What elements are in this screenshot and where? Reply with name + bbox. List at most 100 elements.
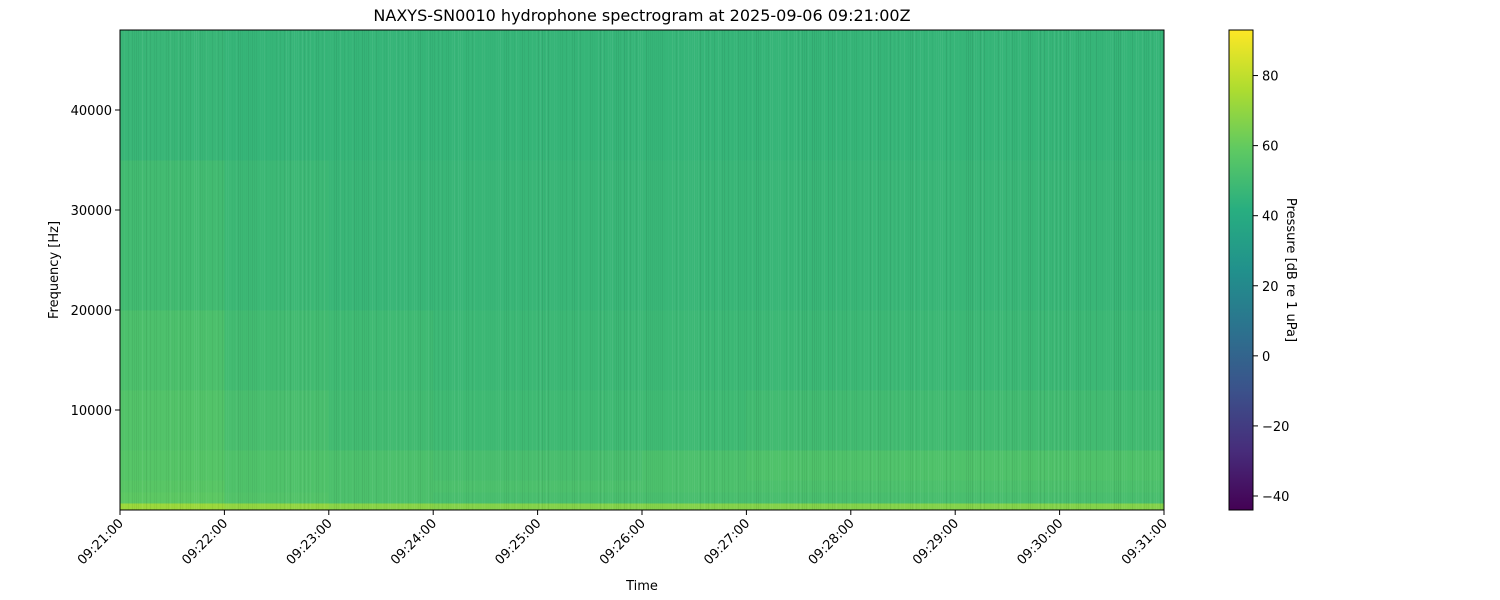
texture-stripe (804, 30, 805, 510)
texture-stripe (418, 30, 419, 510)
heatmap-cell (328, 450, 434, 481)
texture-stripe (1094, 30, 1095, 510)
texture-stripe (1082, 30, 1083, 510)
heatmap-cell (955, 30, 1061, 161)
texture-stripe (936, 30, 937, 510)
texture-stripe (348, 30, 349, 510)
texture-stripe (906, 30, 907, 510)
texture-stripe (162, 30, 163, 510)
texture-stripe (494, 30, 495, 510)
texture-stripe (1112, 30, 1113, 510)
texture-stripe (598, 30, 599, 510)
heatmap-cell (642, 503, 747, 511)
texture-stripe (224, 30, 225, 510)
texture-stripe (1084, 30, 1085, 510)
texture-stripe (1134, 30, 1135, 510)
y-axis-label: Frequency [Hz] (47, 221, 62, 319)
texture-stripe (838, 30, 839, 510)
texture-stripe (490, 30, 491, 510)
texture-stripe (474, 30, 475, 510)
texture-stripe (396, 30, 397, 510)
texture-stripe (436, 30, 437, 510)
heatmap-cell (328, 480, 434, 493)
texture-stripe (1110, 30, 1111, 510)
texture-stripe (538, 30, 539, 510)
heatmap-cell (850, 503, 956, 511)
texture-stripe (704, 30, 705, 510)
texture-stripe (652, 30, 653, 510)
texture-stripe (758, 30, 759, 510)
texture-stripe (712, 30, 713, 510)
texture-stripe (170, 30, 171, 510)
texture-stripe (842, 30, 843, 510)
texture-stripe (792, 30, 793, 510)
texture-stripe (270, 30, 271, 510)
texture-stripe (580, 30, 581, 510)
heatmap-cell (746, 503, 852, 511)
texture-stripe (332, 30, 333, 510)
texture-stripe (310, 30, 311, 510)
texture-stripe (992, 30, 993, 510)
texture-stripe (830, 30, 831, 510)
texture-stripe (908, 30, 909, 510)
texture-stripe (308, 30, 309, 510)
colorbar-tick-label: 80 (1262, 70, 1279, 85)
texture-stripe (318, 30, 319, 510)
texture-stripe (1024, 30, 1025, 510)
texture-stripe (690, 30, 691, 510)
texture-stripe (674, 30, 675, 510)
texture-stripe (800, 30, 801, 510)
texture-stripe (176, 30, 177, 510)
heatmap-cell (746, 160, 852, 311)
texture-stripe (516, 30, 517, 510)
colorbar-tick-label: 20 (1262, 280, 1279, 295)
texture-stripe (786, 30, 787, 510)
heatmap-cell (1059, 160, 1165, 311)
texture-stripe (924, 30, 925, 510)
texture-stripe (932, 30, 933, 510)
texture-stripe (320, 30, 321, 510)
texture-stripe (984, 30, 985, 510)
texture-stripe (1000, 30, 1001, 510)
texture-stripe (784, 30, 785, 510)
heatmap-cell (642, 450, 747, 481)
texture-stripe (220, 30, 221, 510)
heatmap-cell (955, 390, 1061, 451)
texture-stripe (344, 30, 345, 510)
texture-stripe (540, 30, 541, 510)
texture-stripe (996, 30, 997, 510)
x-axis: 09:21:00 09:22:00 09:23:00 09:24:00 09:25:00… (75, 510, 1171, 568)
chart-title: NAXYS-SN0010 hydrophone spectrogram at 2… (373, 6, 910, 25)
texture-stripe (514, 30, 515, 510)
texture-stripe (928, 30, 929, 510)
texture-stripe (896, 30, 897, 510)
heatmap-cell (1059, 310, 1165, 391)
texture-stripe (766, 30, 767, 510)
texture-stripe (602, 30, 603, 510)
texture-stripe (518, 30, 519, 510)
x-tick-label: 09:22:00 (179, 516, 231, 568)
texture-stripe (858, 30, 859, 510)
texture-stripe (1072, 30, 1073, 510)
texture-stripe (190, 30, 191, 510)
texture-stripe (812, 30, 813, 510)
heatmap-cell (850, 390, 956, 451)
texture-stripe (422, 30, 423, 510)
texture-stripe (246, 30, 247, 510)
texture-stripe (740, 30, 741, 510)
texture-stripe (468, 30, 469, 510)
texture-stripe (136, 30, 137, 510)
heatmap-cell (433, 492, 539, 504)
texture-stripe (862, 30, 863, 510)
texture-stripe (280, 30, 281, 510)
heatmap-cell (224, 30, 330, 161)
texture-stripe (650, 30, 651, 510)
texture-stripe (874, 30, 875, 510)
texture-stripe (750, 30, 751, 510)
texture-stripe (682, 30, 683, 510)
texture-stripe (882, 30, 883, 510)
texture-stripe (296, 30, 297, 510)
texture-stripe (774, 30, 775, 510)
texture-stripe (1090, 30, 1091, 510)
texture-stripe (866, 30, 867, 510)
